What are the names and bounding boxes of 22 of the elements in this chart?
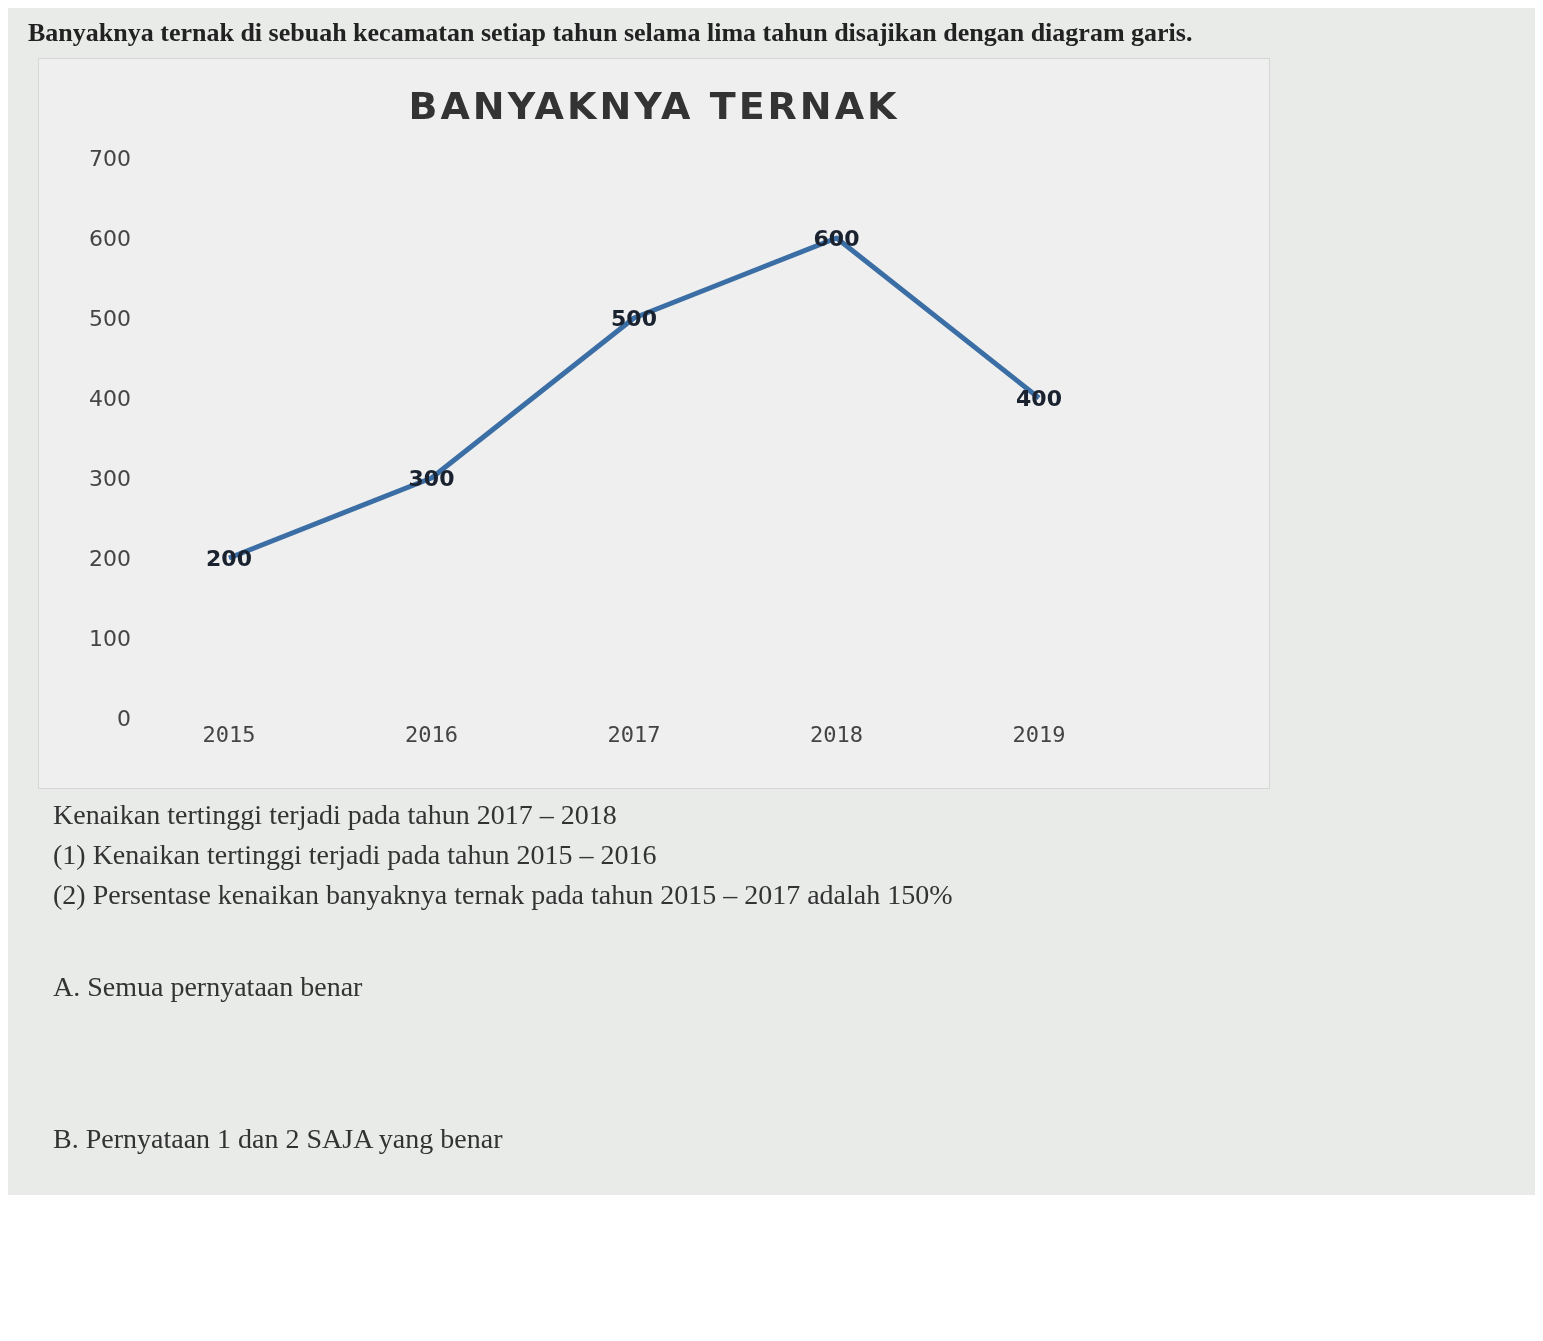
x-tick-label: 2015 xyxy=(202,721,256,747)
y-tick-label: 400 xyxy=(89,385,131,411)
y-tick-label: 0 xyxy=(117,705,131,731)
chart-subtitle: Banyaknya ternak di sebuah kecamatan setiap tahun selama lima tahun disajikan dengan diagram garis. xyxy=(27,17,1194,49)
text: A. Semua pernyataan benar xyxy=(53,971,364,1003)
data-label: 200 xyxy=(206,545,252,571)
x-tick-label: 2016 xyxy=(405,721,458,747)
chart-title: BANYAKNYA TERNAK xyxy=(407,83,901,128)
text: (2) Persentase kenaikan banyaknya ternak pada tahun 2015 – 2017 adalah 150% xyxy=(53,879,954,911)
x-tick-label: 2019 xyxy=(1012,721,1066,747)
y-tick-label: 100 xyxy=(89,625,131,651)
y-tick-label: 500 xyxy=(89,305,131,331)
data-label: 400 xyxy=(1016,385,1062,411)
y-tick-label: 700 xyxy=(89,145,131,171)
y-tick-label: 600 xyxy=(89,225,131,251)
y-tick-label: 200 xyxy=(89,545,131,571)
x-tick-label: 2017 xyxy=(607,721,661,747)
text: (1) Kenaikan tertinggi terjadi pada tahun 2015 – 2016 xyxy=(53,839,658,871)
y-tick-label: 300 xyxy=(89,465,131,491)
x-tick-label: 2018 xyxy=(810,721,863,747)
text: Kenaikan tertinggi terjadi pada tahun 2017 – 2018 xyxy=(53,799,618,831)
text: B. Pernyataan 1 dan 2 SAJA yang benar xyxy=(53,1123,504,1155)
